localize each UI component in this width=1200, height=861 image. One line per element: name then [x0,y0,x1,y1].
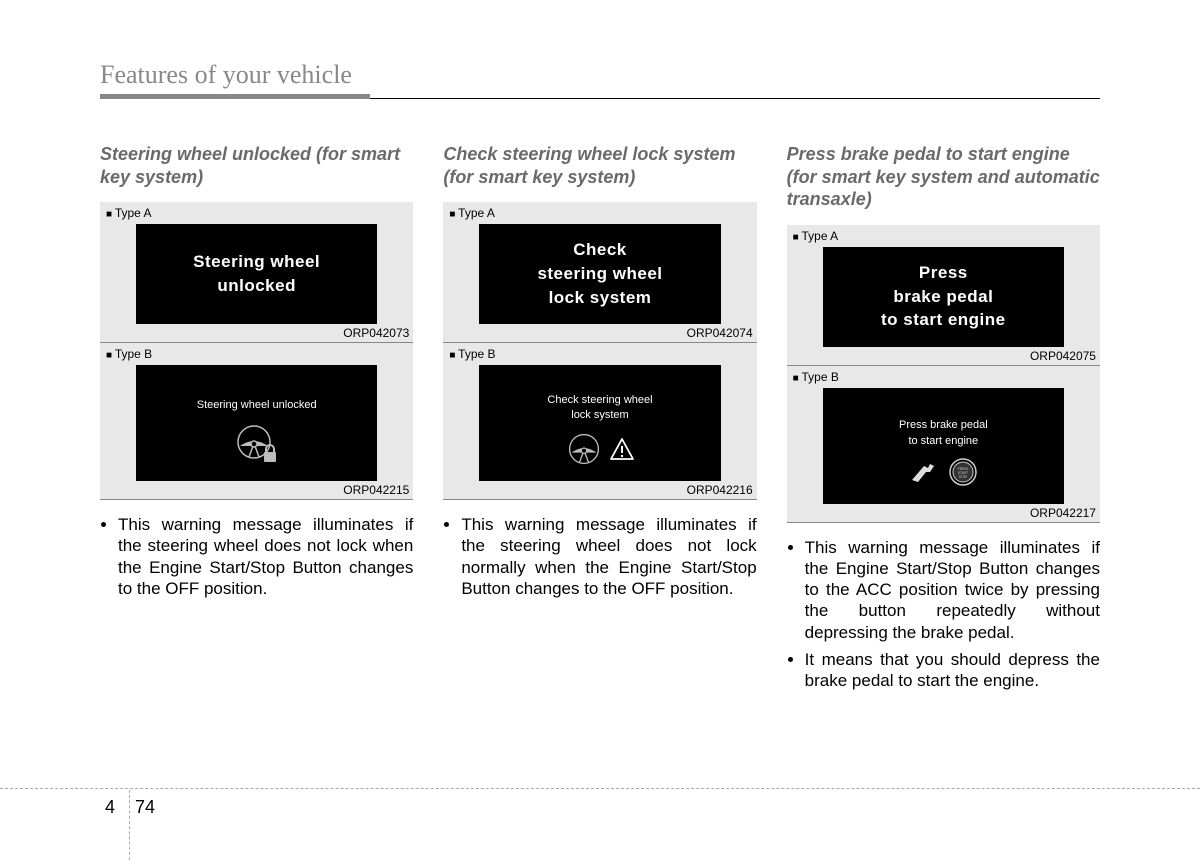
screen-text: Check [573,238,627,262]
figure-3b: Type B Press brake pedal to start engine [787,366,1100,523]
screen-text: Press [919,261,968,285]
screen-text: Steering wheel unlocked [197,398,317,413]
screen-text: Check steering wheel [547,393,652,408]
svg-text:STOP: STOP [959,475,968,479]
steering-lock-icon [234,422,280,462]
screen-text: to start engine [908,434,978,449]
bullet: It means that you should depress the bra… [805,649,1100,692]
binding-mark [129,790,130,860]
figure-1b: Type B Steering wheel unlocked [100,343,413,500]
screen-text: brake pedal [893,285,993,309]
bullet: This warning message illuminates if the … [805,537,1100,643]
lcd-screen: Steering wheel unlocked [136,365,377,481]
figure-code: ORP042217 [1030,506,1096,520]
body-text: This warning message illuminates if the … [787,537,1100,692]
chapter-number: 4 [105,797,115,817]
section-title: Steering wheel unlocked (for smart key s… [100,143,413,188]
type-label: Type B [449,347,495,361]
figure-code: ORP042216 [687,483,753,497]
section-title: Press brake pedal to start engine (for s… [787,143,1100,211]
figure-2a: Type A Check steering wheel lock system … [443,202,756,343]
lcd-screen: Check steering wheel lock system [479,365,720,481]
screen-text: unlocked [217,274,296,298]
type-label: Type A [793,229,839,243]
content-columns: Steering wheel unlocked (for smart key s… [100,143,1100,697]
figure-code: ORP042073 [343,326,409,340]
type-label: Type A [106,206,152,220]
body-text: This warning message illuminates if the … [443,514,756,599]
page-number-value: 74 [135,797,155,817]
column-2: Check steering wheel lock system (for sm… [443,143,756,697]
figure-1a: Type A Steering wheel unlocked ORP042073 [100,202,413,343]
figure-code: ORP042215 [343,483,409,497]
screen-text: Press brake pedal [899,418,988,433]
lcd-screen: Press brake pedal to start engine [823,247,1064,347]
header-rule [100,94,1100,99]
type-label: Type B [106,347,152,361]
figure-code: ORP042075 [1030,349,1096,363]
type-label: Type B [793,370,839,384]
screen-text: Steering wheel [193,250,320,274]
page-number: 4 74 [105,795,155,816]
screen-text: lock system [571,408,628,423]
lcd-screen: Press brake pedal to start engine [823,388,1064,504]
page-title: Features of your vehicle [100,60,1100,90]
bullet: This warning message illuminates if the … [461,514,756,599]
figure-3a: Type A Press brake pedal to start engine… [787,225,1100,366]
column-3: Press brake pedal to start engine (for s… [787,143,1100,697]
lcd-screen: Steering wheel unlocked [136,224,377,324]
screen-text: to start engine [881,308,1006,332]
steering-wheel-icon [565,431,603,467]
warning-triangle-icon [609,437,635,461]
type-label: Type A [449,206,495,220]
figure-code: ORP042074 [687,326,753,340]
start-stop-button-icon: PRESS START STOP [948,457,978,487]
screen-text: lock system [549,286,652,310]
column-1: Steering wheel unlocked (for smart key s… [100,143,413,697]
lcd-screen: Check steering wheel lock system [479,224,720,324]
foot-pedal-icon [908,458,942,486]
screen-text: steering wheel [537,262,662,286]
body-text: This warning message illuminates if the … [100,514,413,599]
figure-2b: Type B Check steering wheel lock system [443,343,756,500]
section-title: Check steering wheel lock system (for sm… [443,143,756,188]
bullet: This warning message illuminates if the … [118,514,413,599]
page: Features of your vehicle Steering wheel … [0,0,1200,697]
page-footer: 4 74 [0,788,1200,789]
